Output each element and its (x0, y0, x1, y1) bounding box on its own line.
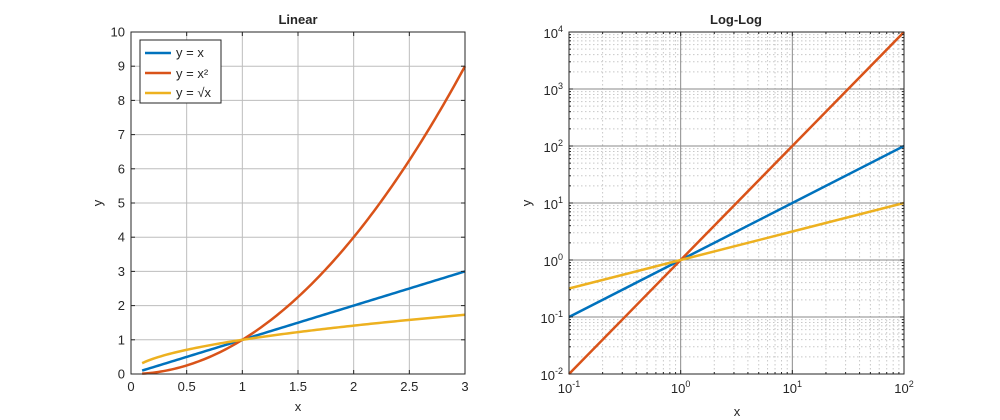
y-tick-label: 102 (544, 138, 563, 155)
y-tick-label: 1 (118, 332, 125, 347)
x-tick-label: 10-1 (558, 379, 580, 396)
loglog-tick-marks (568, 31, 905, 375)
series-line-y-equals-x (141, 270, 466, 372)
x-tick-label: 0.5 (178, 379, 196, 394)
y-tick-label: 0 (118, 367, 125, 382)
x-tick-label: 102 (894, 379, 913, 396)
series-line-y-equals-sqrt-x (141, 313, 466, 365)
y-tick-label: 10-1 (541, 309, 563, 326)
y-tick-label: 10 (111, 25, 125, 40)
series-line-y-equals-x-squared (142, 65, 467, 375)
series-line-y-equals-x-squared (568, 31, 905, 375)
x-tick-label: 100 (671, 379, 690, 396)
linear-x-axis-label: x (295, 399, 302, 414)
series-line-y-equals-sqrt-x (568, 201, 905, 290)
x-tick-label: 2.5 (400, 379, 418, 394)
x-tick-label: 2 (350, 379, 357, 394)
loglog-title: Log-Log (710, 12, 762, 27)
y-tick-label: 10-2 (541, 366, 563, 383)
linear-legend: y = x y = x² y = √x (139, 39, 222, 104)
y-tick-label: 6 (118, 161, 125, 176)
linear-panel: 0 0.5 1 1.5 2 2.5 3 0 1 2 3 4 5 6 7 8 9 10 Linear x y y … (90, 12, 469, 414)
y-tick-label: 9 (118, 59, 125, 74)
y-tick-label: 2 (118, 298, 125, 313)
legend-label-y-equals-sqrt-x: y = √x (176, 85, 211, 100)
series-line-y-equals-x (568, 144, 905, 319)
linear-y-tick-labels: 0 1 2 3 4 5 6 7 8 9 10 (111, 25, 125, 382)
x-tick-label: 3 (461, 379, 468, 394)
linear-series-lines (141, 65, 467, 375)
loglog-x-tick-labels: 10-1 100 101 102 (558, 379, 914, 396)
y-tick-label: 100 (544, 252, 563, 269)
x-tick-label: 0 (127, 379, 134, 394)
linear-y-axis-label: y (90, 199, 105, 206)
y-tick-label: 5 (118, 196, 125, 211)
linear-title: Linear (278, 12, 317, 27)
y-tick-label: 101 (544, 195, 563, 212)
linear-x-tick-labels: 0 0.5 1 1.5 2 2.5 3 (127, 379, 468, 394)
y-tick-label: 104 (544, 24, 563, 41)
linear-tick-marks (130, 31, 466, 375)
loglog-series-lines (568, 31, 905, 375)
legend-label-y-equals-x-squared: y = x² (176, 66, 209, 81)
loglog-y-tick-labels: 10-2 10-1 100 101 102 103 104 (541, 24, 563, 383)
loglog-y-axis-label: y (519, 199, 534, 206)
x-tick-label: 101 (783, 379, 802, 396)
loglog-x-axis-label: x (734, 404, 741, 419)
legend-label-y-equals-x: y = x (176, 45, 204, 60)
y-tick-label: 7 (118, 127, 125, 142)
y-tick-label: 3 (118, 264, 125, 279)
y-tick-label: 103 (544, 81, 563, 98)
y-tick-label: 4 (118, 230, 125, 245)
y-tick-label: 8 (118, 93, 125, 108)
x-tick-label: 1.5 (289, 379, 307, 394)
x-tick-label: 1 (239, 379, 246, 394)
